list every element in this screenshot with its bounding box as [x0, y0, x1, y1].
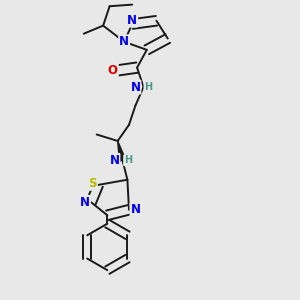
Text: N: N	[127, 14, 137, 27]
Text: H: H	[144, 82, 152, 92]
Text: S: S	[88, 177, 97, 190]
Text: O: O	[108, 64, 118, 77]
Text: H: H	[124, 155, 132, 165]
Text: N: N	[130, 203, 140, 216]
Polygon shape	[118, 141, 126, 161]
Text: N: N	[80, 196, 90, 209]
Text: N: N	[119, 35, 129, 48]
Text: N: N	[130, 80, 140, 94]
Text: N: N	[110, 154, 119, 167]
